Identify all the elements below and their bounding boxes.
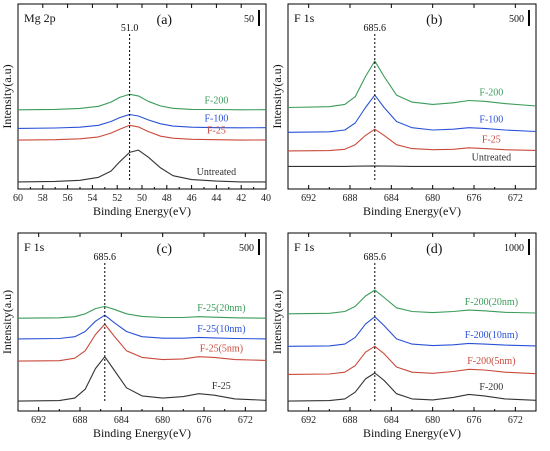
x-tick-label: 688 [343, 193, 358, 204]
series-label-2: F-100 [204, 114, 228, 125]
series-line-3 [287, 345, 537, 375]
x-tick-label: 692 [31, 415, 46, 426]
x-tick-label: 42 [236, 193, 246, 204]
x-axis-title: Binding Energy(eV) [363, 426, 461, 440]
series-label-4: Untreated [197, 167, 236, 178]
reference-line-label: 685.6 [364, 23, 387, 34]
series-label-2: F-25(10nm) [197, 324, 245, 335]
element-label: F 1s [294, 240, 315, 254]
x-tick-label: 688 [73, 415, 88, 426]
panel-label: (d) [426, 242, 443, 257]
series-label-2: F-200(10nm) [465, 330, 518, 341]
x-tick-label: 50 [137, 193, 147, 204]
series-label-1: F-200(20nm) [465, 297, 518, 308]
panel-label: (c) [157, 242, 173, 257]
x-tick-label: 692 [301, 415, 316, 426]
x-tick-label: 672 [238, 415, 253, 426]
x-axis-title: Binding Energy(eV) [93, 426, 191, 440]
panel-label: (b) [426, 13, 443, 28]
scale-bar-label: 50 [244, 14, 254, 25]
series-label-4: F-25 [212, 381, 231, 392]
reference-line-label: 685.6 [364, 252, 387, 263]
x-axis-title: Binding Energy(eV) [363, 204, 461, 218]
panel-a: 60 58 56 54 52 50 48 46 44 42 40 Binding Energy(eV)… [0, 3, 271, 218]
series-line-1 [287, 60, 537, 109]
series-label-4: F-200 [479, 382, 503, 393]
panel-c: 692 688 684 680 676 672 Binding Energy(eV) Inte… [0, 232, 267, 440]
series-line-1 [17, 305, 267, 319]
x-tick-label: 680 [155, 415, 170, 426]
scale-bar-label: 1000 [504, 243, 524, 254]
series-label-4: Untreated [472, 152, 511, 163]
y-axis-title: Intensity(a.u) [0, 64, 14, 128]
x-tick-label: 676 [467, 193, 482, 204]
x-tick-label: 60 [13, 193, 23, 204]
x-tick-label: 672 [508, 193, 523, 204]
series-label-1: F-200 [204, 96, 228, 107]
series-line-2 [17, 113, 267, 129]
scale-bar-label: 500 [509, 14, 524, 25]
series-line-4 [17, 356, 267, 402]
scale-bar-label: 500 [239, 243, 254, 254]
x-tick-label: 44 [211, 193, 221, 204]
series-line-3 [287, 128, 537, 152]
y-axis-title: Intensity(a.u) [270, 64, 284, 128]
x-tick-label: 48 [162, 193, 172, 204]
x-tick-label: 676 [197, 415, 212, 426]
x-tick-label: 680 [425, 415, 440, 426]
series-label-3: F-25 [482, 135, 501, 146]
series-label-1: F-200 [479, 87, 503, 98]
x-axis-title: Binding Energy(eV) [93, 204, 191, 218]
x-tick-label: 40 [261, 193, 271, 204]
panel-label: (a) [157, 13, 173, 28]
series-line-1 [17, 93, 267, 111]
series-line-3 [17, 124, 267, 141]
x-tick-label: 684 [384, 415, 399, 426]
x-tick-label: 58 [38, 193, 48, 204]
y-axis-title: Intensity(a.u) [0, 290, 14, 354]
element-label: F 1s [24, 240, 45, 254]
x-tick-label: 46 [187, 193, 197, 204]
reference-line-label: 685.6 [94, 252, 117, 263]
panel-b: 692 688 684 680 676 672 Binding Energy(eV) Inte… [270, 3, 537, 218]
x-tick-label: 688 [343, 415, 358, 426]
series-line-4 [288, 165, 536, 167]
x-tick-label: 684 [384, 193, 399, 204]
x-tick-label: 680 [425, 193, 440, 204]
series-line-2 [287, 94, 537, 133]
series-label-1: F-25(20nm) [197, 303, 245, 314]
element-label: Mg 2p [24, 11, 56, 25]
x-tick-label: 54 [87, 193, 97, 204]
y-axis-title: Intensity(a.u) [270, 290, 284, 354]
series-label-3: F-25 [207, 126, 226, 137]
series-label-3: F-25(5nm) [200, 343, 243, 354]
series-line-1 [287, 289, 537, 315]
x-tick-label: 56 [63, 193, 73, 204]
reference-line-label: 51.0 [121, 23, 139, 34]
series-line-2 [287, 316, 537, 347]
x-tick-label: 692 [301, 193, 316, 204]
panel-d: 692 688 684 680 676 672 Binding Energy(eV) Inte… [270, 232, 537, 440]
series-line-4 [287, 372, 537, 402]
x-tick-label: 676 [467, 415, 482, 426]
plot-frame [17, 3, 267, 190]
series-line-4 [17, 149, 266, 183]
series-label-3: F-200(5nm) [467, 356, 515, 367]
series-line-2 [17, 314, 267, 340]
series-label-2: F-100 [479, 114, 503, 125]
x-tick-label: 672 [508, 415, 523, 426]
series-line-3 [17, 323, 267, 362]
element-label: F 1s [294, 11, 315, 25]
x-tick-label: 52 [112, 193, 122, 204]
x-tick-label: 684 [114, 415, 129, 426]
